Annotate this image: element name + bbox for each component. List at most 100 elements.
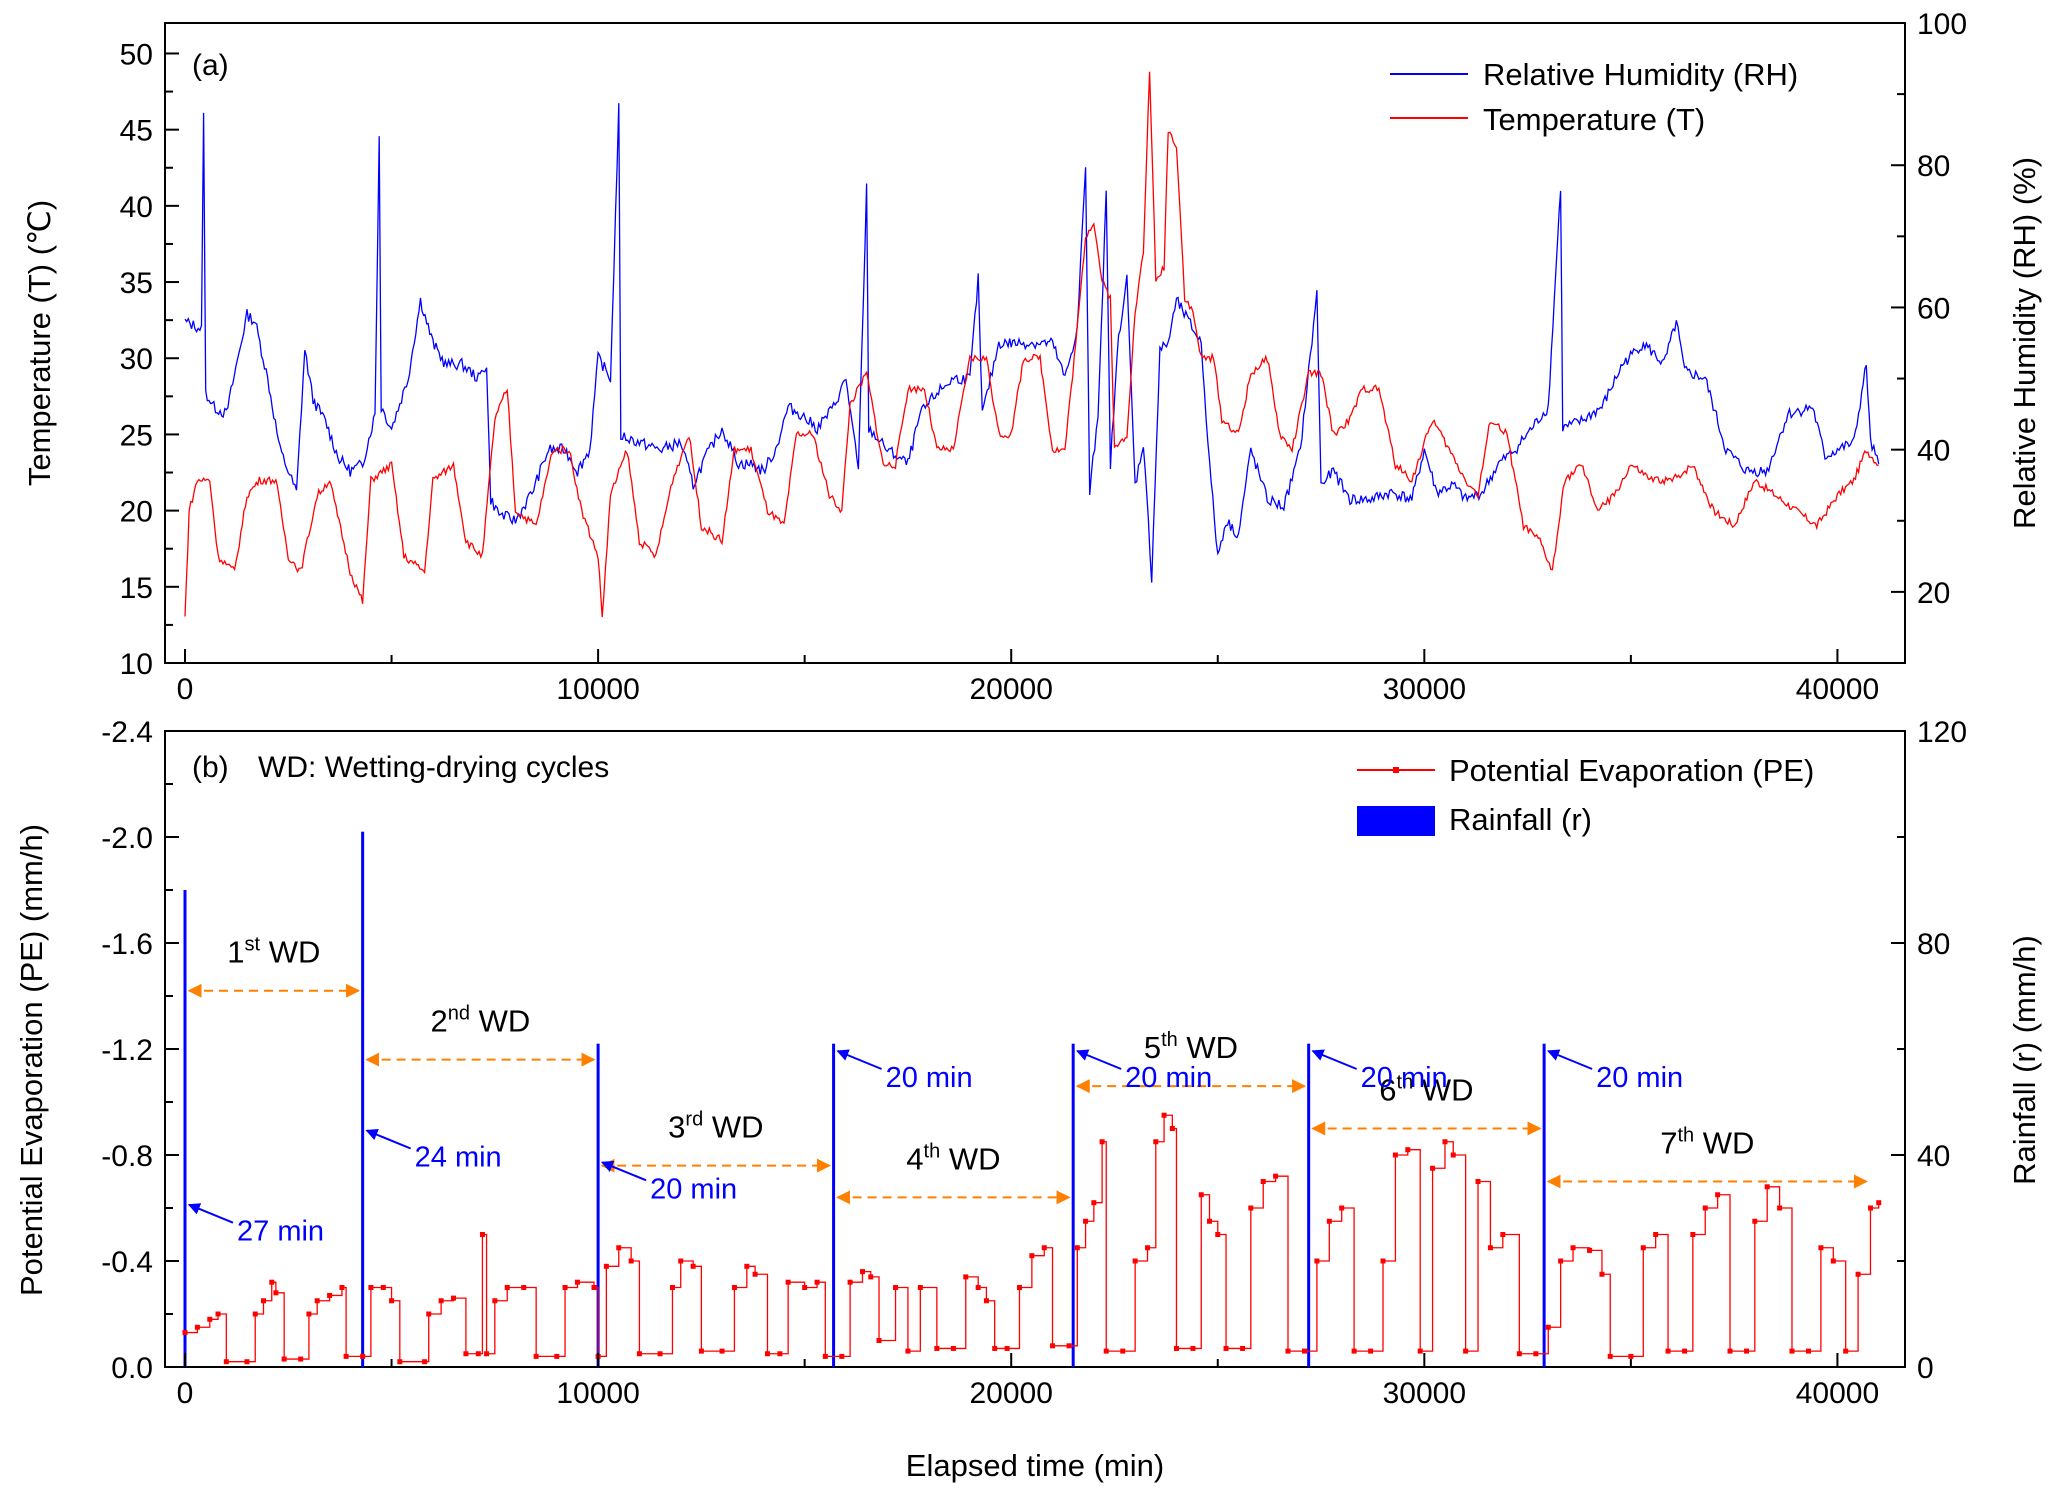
- panel-a-right-axis-title: Relative Humidity (RH) (%): [2007, 157, 2042, 529]
- panel-a-x-tick-label: 30000: [1383, 673, 1466, 706]
- pe-point: [1207, 1218, 1213, 1224]
- rainfall-bar: [361, 831, 365, 1367]
- pe-point: [252, 1311, 258, 1317]
- pe-point: [1876, 1200, 1882, 1206]
- pe-point: [1240, 1345, 1246, 1351]
- pe-point: [1248, 1205, 1254, 1211]
- pe-point: [562, 1285, 568, 1290]
- panel-a-left-tick-label: 45: [120, 115, 153, 148]
- duration-arrow: [1547, 1049, 1593, 1070]
- rainfall-bar: [832, 1043, 836, 1367]
- pe-point: [438, 1298, 444, 1304]
- pe-point: [1830, 1258, 1836, 1264]
- panel-b-right-tick-label: 120: [1917, 716, 1967, 749]
- pe-point: [1145, 1245, 1151, 1251]
- pe-point: [475, 1351, 481, 1357]
- pe-point: [339, 1285, 345, 1290]
- pe-point: [451, 1295, 457, 1301]
- pe-point: [1764, 1184, 1770, 1190]
- panel-b: 1st WD 2nd WD 3rd WD 4th WD 5th WD 6th WD 7th …: [14, 716, 2042, 1483]
- legend-pe-marker: [1393, 767, 1399, 773]
- panel-b-right-tick-label: 0: [1917, 1352, 1934, 1385]
- panel-a-left-tick-label: 30: [120, 343, 153, 376]
- duration-label: 20 min: [886, 1062, 973, 1094]
- pe-point: [1198, 1192, 1204, 1198]
- duration-label: 20 min: [1361, 1062, 1448, 1094]
- pe-point: [1463, 1348, 1469, 1354]
- cycle-label: 7th WD: [1660, 1125, 1754, 1161]
- panel-b-x-tick-label: 0: [177, 1377, 194, 1410]
- pe-point: [1016, 1285, 1022, 1290]
- pe-point: [1789, 1348, 1795, 1354]
- panel-a-label: (a): [192, 49, 229, 82]
- pe-point: [182, 1330, 188, 1336]
- duration-label: 27 min: [237, 1216, 324, 1248]
- duration-arrow: [365, 1129, 412, 1150]
- pe-point: [1843, 1348, 1849, 1354]
- duration-arrow: [836, 1049, 882, 1070]
- duration-label: 20 min: [1125, 1062, 1212, 1094]
- pe-point: [822, 1353, 828, 1359]
- duration-label: 20 min: [1596, 1062, 1683, 1094]
- pe-point: [1665, 1348, 1671, 1354]
- panel-a-right-tick-label: 20: [1917, 577, 1950, 610]
- pe-point: [1326, 1218, 1332, 1224]
- panel-b-left-tick-label: 0.0: [111, 1352, 153, 1385]
- pe-point: [1715, 1192, 1721, 1198]
- pe-point: [1702, 1205, 1708, 1211]
- pe-point: [1442, 1139, 1448, 1145]
- cycle-label: 5th WD: [1144, 1029, 1238, 1065]
- pe-point: [1091, 1200, 1097, 1206]
- pe-point: [669, 1285, 675, 1290]
- panel-a-legend: Relative Humidity (RH) Temperature (T): [1390, 57, 1798, 137]
- rainfall-bar: [1307, 1043, 1311, 1367]
- pe-point: [314, 1298, 320, 1304]
- pe-point: [1607, 1353, 1613, 1359]
- panel-b-left-axis-title: Potential Evaporation (PE) (mm/h): [14, 824, 49, 1296]
- pe-point: [1392, 1152, 1398, 1158]
- pe-point: [1487, 1245, 1493, 1251]
- pe-point: [802, 1285, 808, 1290]
- pe-point: [1173, 1345, 1179, 1351]
- panel-b-left-tick-label: -0.4: [101, 1246, 153, 1279]
- panel-a-right-tick-label: 40: [1917, 435, 1950, 468]
- pe-point: [1516, 1351, 1522, 1357]
- panel-b-left-tick-label: -2.0: [101, 822, 153, 855]
- rainfall-bar: [1071, 1043, 1075, 1367]
- pe-point: [1153, 1139, 1159, 1145]
- pe-point: [484, 1351, 490, 1357]
- panel-b-frame: [164, 730, 1906, 1368]
- pe-point: [905, 1348, 911, 1354]
- cycle-label: 6th WD: [1379, 1072, 1473, 1108]
- panel-a-x-tick-label: 10000: [556, 673, 639, 706]
- panel-a-right-tick-label: 100: [1917, 8, 1967, 41]
- rainfall-bar: [596, 1043, 600, 1367]
- pe-point: [1430, 1165, 1436, 1171]
- pe-point: [876, 1338, 882, 1343]
- pe-point: [636, 1351, 642, 1357]
- pe-point: [628, 1258, 634, 1264]
- panel-a-left-tick-label: 10: [120, 648, 153, 681]
- legend-t-label: Temperature (T): [1483, 102, 1705, 137]
- panel-b-left-tick-label: -0.8: [101, 1140, 153, 1173]
- duration-arrow: [600, 1160, 647, 1182]
- pe-point: [1099, 1139, 1105, 1145]
- pe-point: [983, 1298, 989, 1304]
- pe-point: [426, 1311, 432, 1317]
- legend-rain-label: Rainfall (r): [1449, 802, 1592, 837]
- pe-point: [963, 1274, 969, 1280]
- pe-point: [893, 1285, 899, 1290]
- pe-point: [992, 1345, 998, 1351]
- pe-point: [1545, 1324, 1551, 1330]
- panel-b-right-tick-label: 80: [1917, 928, 1950, 961]
- pe-point: [1004, 1345, 1010, 1351]
- pe-point: [868, 1274, 874, 1280]
- pe-point: [1314, 1258, 1320, 1264]
- pe-point: [389, 1298, 395, 1304]
- pe-point: [1066, 1343, 1072, 1349]
- pe-point: [1190, 1345, 1196, 1351]
- pe-point: [397, 1359, 403, 1365]
- pe-point: [1855, 1271, 1861, 1277]
- pe-point: [859, 1269, 865, 1275]
- panel-a-right-tick-label: 60: [1917, 292, 1950, 325]
